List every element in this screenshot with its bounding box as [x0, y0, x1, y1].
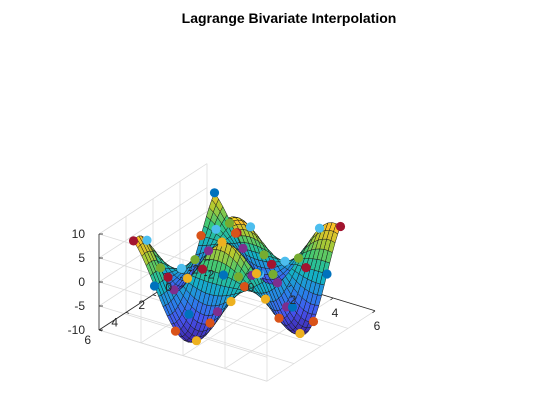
- y-tick-label: -2: [188, 263, 199, 277]
- interpolation-node: [176, 263, 187, 273]
- x-tick-mark: [330, 297, 334, 301]
- interpolation-node: [149, 281, 160, 291]
- interpolation-node: [209, 188, 220, 198]
- interpolation-node: [155, 263, 166, 273]
- interpolation-node: [245, 222, 256, 232]
- interpolation-node: [322, 269, 332, 279]
- y-tick-mark: [179, 276, 184, 279]
- interpolation-node: [218, 270, 229, 280]
- interpolation-node: [260, 294, 271, 304]
- x-tick-label: 0: [248, 280, 255, 294]
- x-tick-mark: [288, 284, 292, 288]
- interpolation-node: [251, 269, 262, 279]
- interpolation-node: [293, 253, 304, 263]
- chart-title: Lagrange Bivariate Interpolation: [182, 10, 397, 26]
- interpolation-node: [196, 231, 206, 241]
- y-tick-mark: [125, 312, 130, 314]
- interpolation-node: [226, 296, 236, 307]
- interpolation-node: [169, 285, 179, 295]
- z-tick-label: -5: [74, 299, 85, 313]
- interpolation-node: [280, 256, 290, 266]
- interpolation-node: [197, 264, 208, 274]
- interpolation-node: [224, 218, 235, 228]
- interpolation-nodes: [128, 188, 346, 346]
- interpolation-node: [170, 326, 181, 336]
- interpolation-node: [190, 255, 200, 265]
- interpolation-node: [301, 263, 311, 273]
- interpolation-node: [230, 228, 241, 238]
- grid-line: [98, 163, 208, 235]
- y-tick-label: 6: [84, 333, 91, 347]
- grid-line: [98, 211, 208, 283]
- z-tick-label: 5: [78, 251, 85, 265]
- interpolation-node: [182, 273, 193, 283]
- grid-line: [98, 329, 268, 382]
- interpolation-node: [259, 250, 269, 260]
- x-tick-mark: [204, 259, 208, 262]
- x-tick-mark: [246, 272, 250, 275]
- interpolation-node: [238, 243, 248, 253]
- x-tick-label: 6: [374, 319, 381, 333]
- interpolation-node: [211, 224, 221, 234]
- interpolation-node: [203, 246, 214, 256]
- interpolation-node: [142, 235, 152, 245]
- interpolation-node: [287, 302, 298, 312]
- interpolation-node: [295, 328, 305, 339]
- interpolation-node: [266, 259, 277, 269]
- interpolation-node: [308, 316, 319, 327]
- y-tick-mark: [152, 294, 157, 297]
- interpolation-node: [239, 282, 250, 292]
- interpolation-node: [335, 221, 346, 232]
- interpolation-node: [212, 307, 223, 317]
- interpolation-node: [184, 309, 194, 319]
- x-tick-label: 4: [332, 306, 339, 320]
- interpolation-node: [128, 236, 139, 246]
- z-tick-label: 0: [78, 275, 85, 289]
- interpolation-node: [233, 272, 244, 282]
- y-tick-label: 2: [138, 298, 145, 312]
- interpolation-node: [314, 223, 325, 233]
- x-tick-label: 2: [290, 293, 297, 307]
- y-tick-mark: [206, 259, 211, 261]
- y-tick-label: 0: [165, 280, 172, 294]
- interpolation-node: [191, 336, 202, 346]
- x-tick-label: -2: [204, 268, 215, 282]
- interpolation-node: [268, 269, 278, 279]
- z-tick-label: 10: [72, 227, 86, 241]
- interpolation-node: [205, 318, 215, 328]
- x-tick-mark: [372, 310, 376, 314]
- interpolation-node: [274, 313, 284, 323]
- z-tick-label: -10: [68, 323, 86, 337]
- interpolation-node: [163, 272, 173, 282]
- grid-line: [98, 187, 208, 259]
- y-tick-label: 4: [111, 315, 118, 329]
- grid-line: [266, 310, 376, 382]
- interpolation-node: [272, 278, 283, 288]
- interpolation-node: [217, 237, 227, 247]
